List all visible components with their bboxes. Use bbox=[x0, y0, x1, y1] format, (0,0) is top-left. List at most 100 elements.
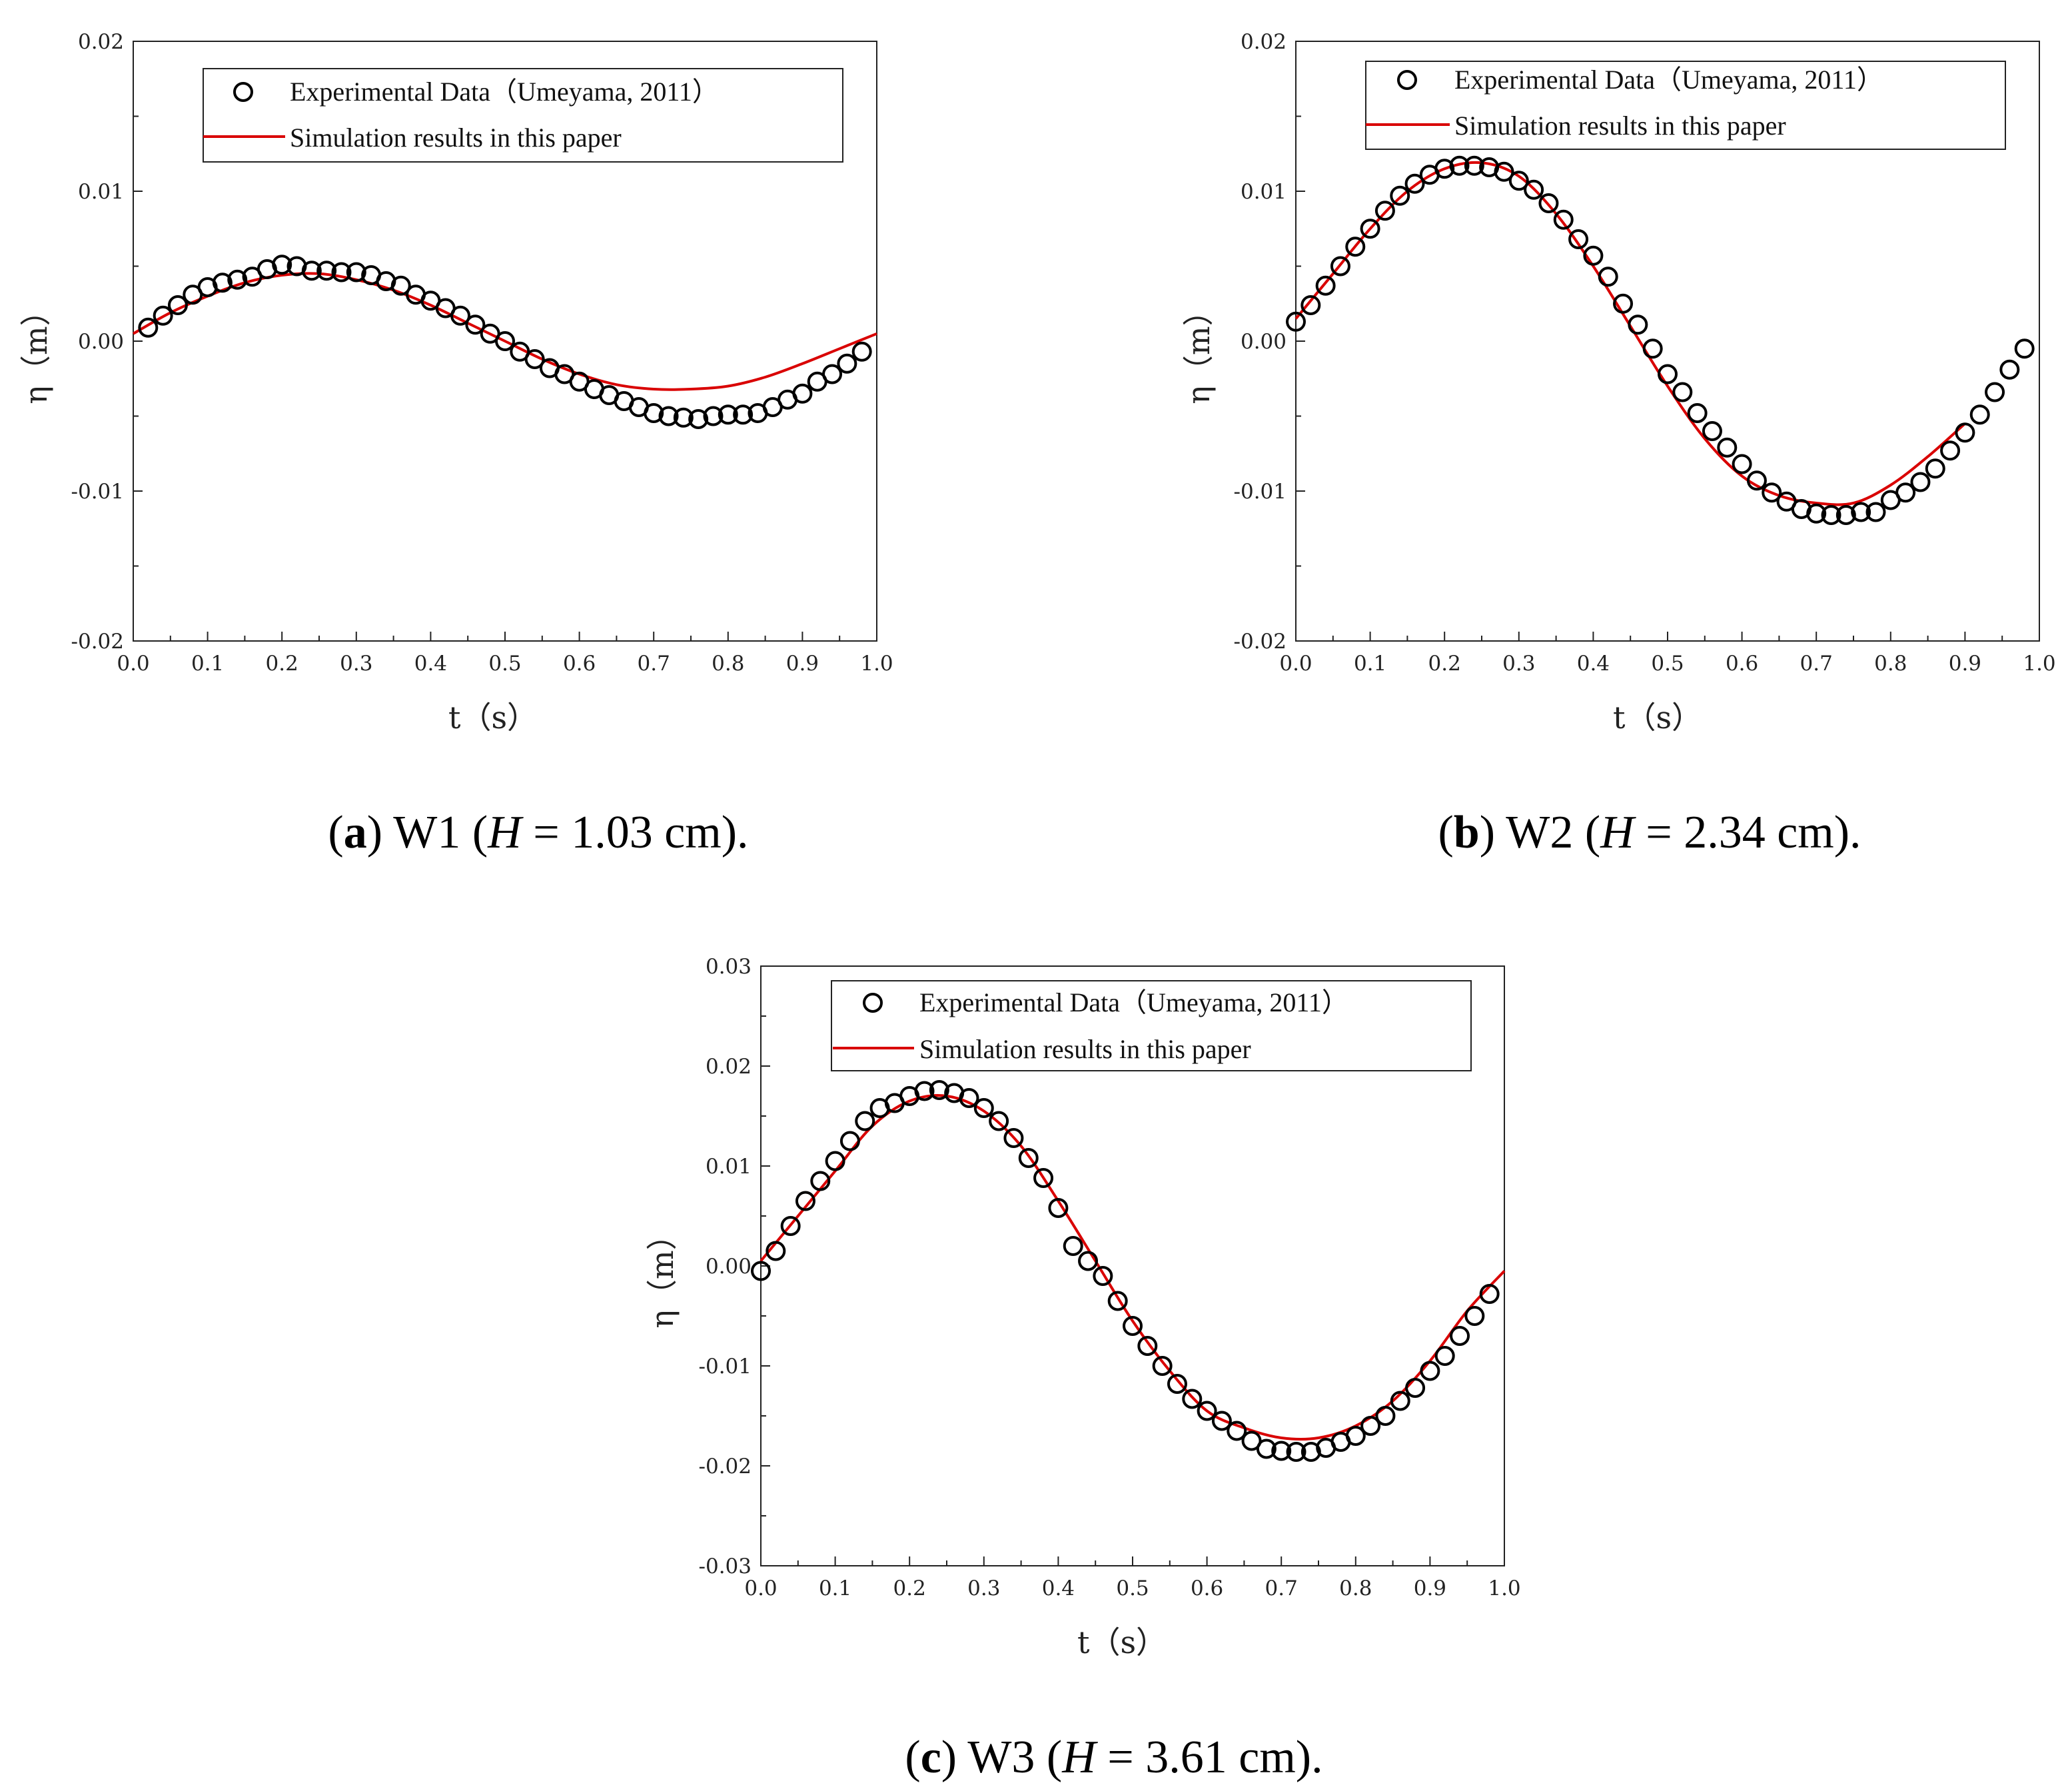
experimental-point bbox=[167, 295, 188, 315]
experimental-point bbox=[1286, 1442, 1306, 1462]
legend-label-simulation: Simulation results in this paper bbox=[290, 123, 622, 153]
x-tick-label: 0.1 bbox=[191, 652, 224, 676]
experimental-point bbox=[1360, 219, 1380, 239]
x-tick-label: 0.7 bbox=[638, 652, 670, 676]
experimental-point bbox=[673, 407, 694, 428]
caption-value: 2.34 cm bbox=[1684, 807, 1834, 858]
experimental-point bbox=[1925, 458, 1945, 479]
simulation-line bbox=[133, 272, 877, 391]
experimental-point bbox=[1330, 256, 1350, 277]
y-tick-label: 0.03 bbox=[706, 955, 752, 979]
experimental-point bbox=[227, 269, 248, 290]
panel-a: 0.0 0.1 0.2 0.3 0.4 0.5 0.6 0.7 0.8 0.9 1.0 -0.02-… bbox=[18, 30, 893, 858]
experimental-point bbox=[792, 383, 813, 404]
y-axis-title: η（m） bbox=[644, 1219, 680, 1328]
x-tick-label: 0.0 bbox=[1279, 652, 1312, 676]
experimental-point bbox=[914, 1081, 935, 1101]
experimental-point bbox=[1405, 1378, 1426, 1398]
y-tick-label: -0.03 bbox=[699, 1554, 752, 1578]
caption-letter: c bbox=[921, 1732, 941, 1783]
x-tick-label: 0.2 bbox=[1428, 652, 1461, 676]
x-tick-label: 0.6 bbox=[1726, 652, 1758, 676]
experimental-point bbox=[1420, 1361, 1440, 1381]
panel-c: 0.0 0.1 0.2 0.3 0.4 0.5 0.6 0.7 0.8 0.9 1.0 -0.03-… bbox=[644, 955, 1521, 1783]
experimental-point bbox=[1078, 1251, 1099, 1271]
legend-marker-experimental bbox=[863, 993, 883, 1013]
x-tick-label: 0.0 bbox=[117, 652, 149, 676]
experimental-point bbox=[1211, 1411, 1232, 1431]
experimental-point bbox=[1598, 267, 1618, 287]
experimental-point bbox=[1123, 1316, 1143, 1336]
experimental-point bbox=[1018, 1148, 1039, 1168]
experimental-point bbox=[795, 1191, 815, 1211]
experimental-point bbox=[1806, 503, 1827, 524]
legend-marker-experimental bbox=[1397, 70, 1417, 90]
panel-caption: (c) W3 (H = 3.61 cm). bbox=[905, 1732, 1322, 1783]
y-tick-label: 0.01 bbox=[706, 1155, 752, 1179]
experimental-point bbox=[825, 1151, 845, 1171]
simulation-series bbox=[1295, 161, 1966, 506]
x-tick-label: 0.5 bbox=[1116, 1576, 1149, 1600]
experimental-point bbox=[1345, 1426, 1366, 1446]
experimental-point bbox=[929, 1080, 949, 1100]
experimental-point bbox=[1182, 1389, 1203, 1409]
legend-marker-experimental bbox=[233, 82, 253, 102]
legend-label-experimental: Experimental Data（Umeyama, 2011） bbox=[290, 77, 719, 107]
y-tick-label: -0.01 bbox=[71, 480, 125, 504]
x-tick-label: 0.5 bbox=[488, 652, 521, 676]
experimental-point bbox=[688, 409, 709, 429]
y-tick-label: 0.00 bbox=[1241, 330, 1287, 354]
axis-ticks bbox=[133, 41, 877, 642]
experimental-point bbox=[1702, 421, 1722, 441]
experimental-point bbox=[1227, 1421, 1247, 1441]
legend-label-experimental: Experimental Data（Umeyama, 2011） bbox=[1454, 65, 1883, 95]
y-tick-label: 0.00 bbox=[78, 330, 124, 354]
legend-box bbox=[203, 68, 843, 163]
caption-name: W2 bbox=[1506, 807, 1573, 858]
experimental-point bbox=[1910, 472, 1931, 492]
caption-variable: H bbox=[1600, 807, 1636, 858]
experimental-point bbox=[153, 305, 173, 326]
experimental-series bbox=[138, 255, 872, 429]
y-tick-label: 0.01 bbox=[1241, 180, 1287, 204]
experimental-point bbox=[1732, 454, 1752, 474]
x-axis-title: t（s） bbox=[1613, 700, 1702, 736]
experimental-point bbox=[301, 261, 322, 281]
experimental-point bbox=[1851, 502, 1871, 522]
experimental-point bbox=[1494, 161, 1514, 182]
experimental-point bbox=[1524, 179, 1544, 200]
experimental-point bbox=[989, 1111, 1009, 1131]
experimental-point bbox=[450, 305, 471, 326]
y-tick-label: 0.00 bbox=[706, 1255, 752, 1279]
experimental-point bbox=[1167, 1374, 1187, 1394]
y-tick-label: 0.02 bbox=[78, 30, 124, 54]
caption-name: W3 bbox=[967, 1732, 1035, 1783]
experimental-point bbox=[331, 262, 352, 283]
legend-label-simulation: Simulation results in this paper bbox=[1454, 111, 1786, 141]
y-tick-labels: -0.02 -0.01 0.00 0.01 0.02 bbox=[71, 30, 125, 654]
experimental-point bbox=[1985, 382, 2005, 402]
experimental-point bbox=[212, 273, 233, 293]
experimental-point bbox=[2014, 338, 2035, 359]
experimental-point bbox=[1642, 338, 1663, 359]
experimental-point bbox=[1821, 505, 1841, 525]
experimental-point bbox=[658, 406, 679, 426]
experimental-point bbox=[1434, 1346, 1455, 1366]
experimental-point bbox=[1315, 275, 1336, 296]
experimental-point bbox=[1969, 404, 1990, 425]
experimental-point bbox=[272, 255, 292, 275]
experimental-point bbox=[703, 406, 724, 426]
legend: Experimental Data（Umeyama, 2011） Simulat… bbox=[831, 980, 1472, 1071]
experimental-point bbox=[766, 1241, 786, 1261]
x-tick-labels: 0.0 0.1 0.2 0.3 0.4 0.5 0.6 0.7 0.8 0.9 1.0 bbox=[117, 652, 893, 676]
experimental-point bbox=[346, 262, 366, 283]
experimental-point bbox=[1955, 422, 1975, 443]
experimental-point bbox=[973, 1098, 994, 1118]
x-tick-label: 0.4 bbox=[1042, 1576, 1075, 1600]
axis-ticks bbox=[760, 965, 1505, 1566]
legend-label-simulation: Simulation results in this paper bbox=[919, 1034, 1251, 1064]
simulation-series bbox=[760, 1094, 1506, 1441]
experimental-point bbox=[1479, 1284, 1500, 1304]
x-tick-label: 1.0 bbox=[1488, 1576, 1520, 1600]
experimental-point bbox=[644, 403, 664, 423]
